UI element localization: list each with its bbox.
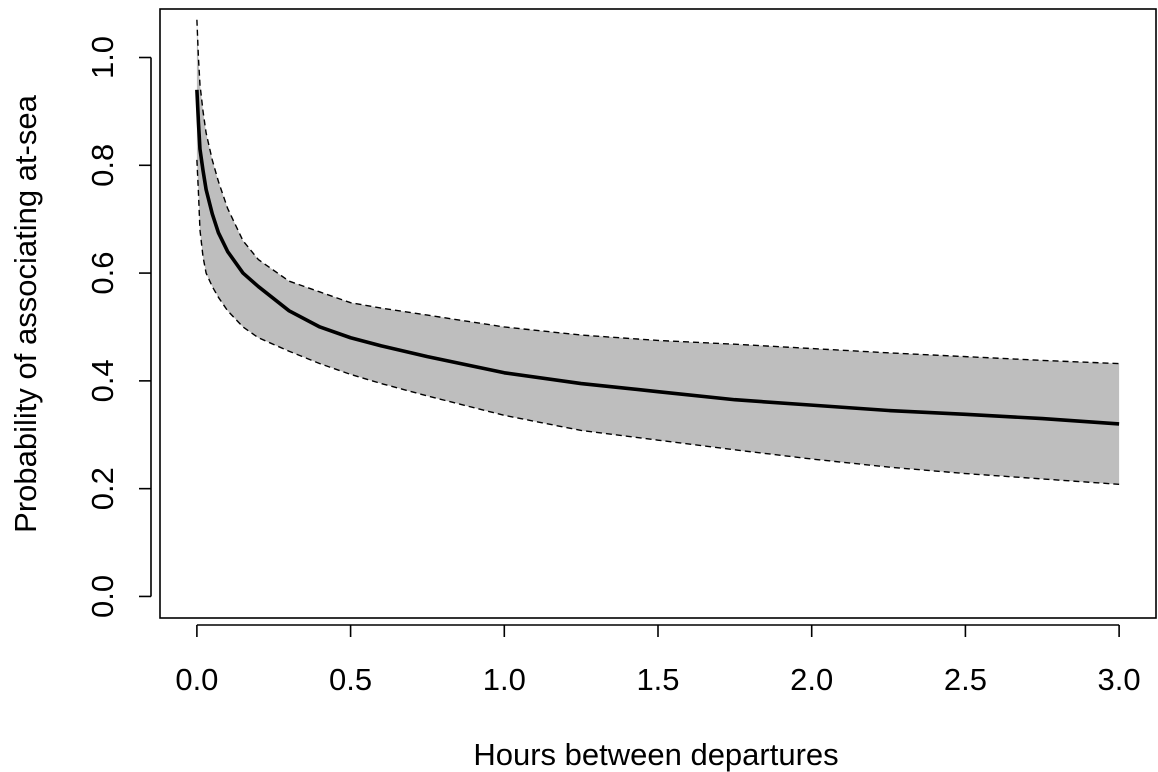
y-tick-label: 0.6 [85,252,120,295]
x-axis-title: Hours between departures [473,737,838,772]
upper-bound-line [196,19,1120,365]
x-axis: 0.0 0.5 1.0 1.5 2.0 2.5 3.0 [175,624,1141,697]
x-tick-label: 2.5 [944,662,987,697]
y-tick-label: 0.8 [85,144,120,187]
x-tick-label: 0.5 [329,662,372,697]
plot-frame [159,8,1157,619]
x-tick-label: 1.0 [483,662,526,697]
y-axis: 0.0 0.2 0.4 0.6 0.8 1.0 [85,36,152,618]
y-axis-title: Probability of associating at-sea [8,94,43,532]
confidence-band [196,19,1120,485]
y-tick-label: 0.0 [85,575,120,618]
x-tick-label: 0.0 [175,662,218,697]
x-tick-label: 1.5 [636,662,679,697]
x-tick-label: 3.0 [1098,662,1141,697]
y-tick-label: 1.0 [85,36,120,79]
x-tick-label: 2.0 [790,662,833,697]
lower-bound-line [196,159,1120,486]
estimate-line [195,89,1120,426]
plot-content [195,19,1120,486]
y-tick-label: 0.2 [85,467,120,510]
y-tick-label: 0.4 [85,359,120,402]
